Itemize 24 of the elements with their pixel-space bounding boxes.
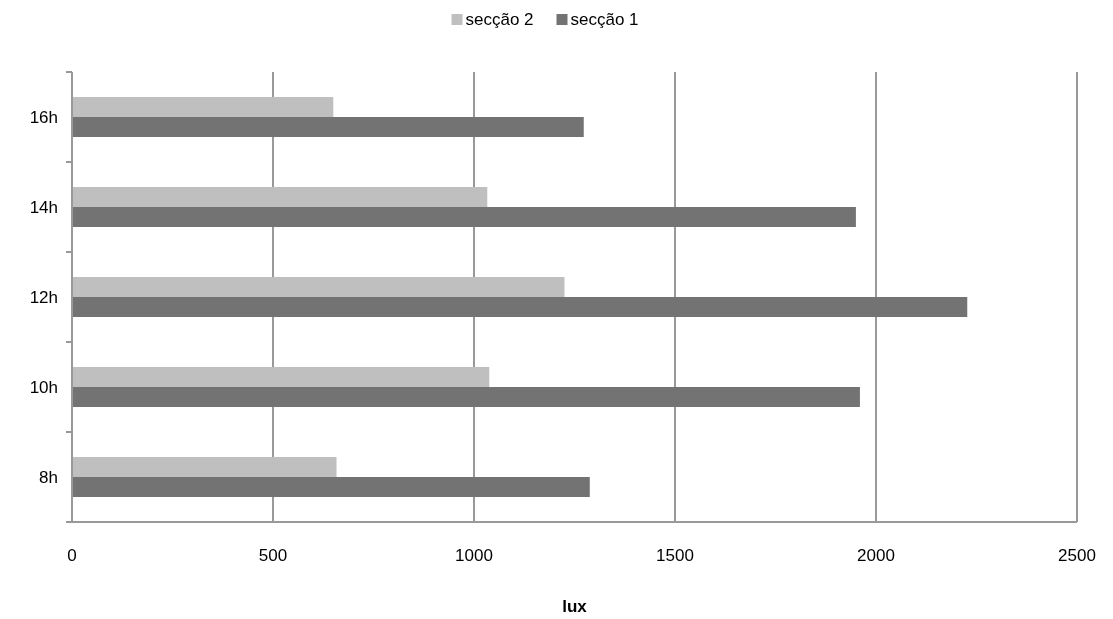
y-tick-label: 16h (29, 108, 58, 127)
y-tick-label: 14h (29, 198, 58, 217)
x-tick-label: 2500 (1058, 546, 1096, 565)
bar (72, 297, 968, 317)
bar (72, 187, 488, 207)
y-tick-label: 10h (29, 378, 58, 397)
bar (72, 457, 337, 477)
x-tick-label: 0 (67, 546, 77, 565)
x-axis-title: lux (562, 597, 588, 616)
bar (72, 367, 490, 387)
bar (72, 477, 590, 497)
x-tick-label: 500 (258, 546, 288, 565)
y-tick-label: 8h (39, 468, 58, 487)
legend-label: secção 1 (570, 10, 639, 29)
x-tick-label: 1000 (455, 546, 493, 565)
bar (72, 277, 565, 297)
x-tick-label: 1500 (656, 546, 694, 565)
bar (72, 387, 860, 407)
bar (72, 97, 334, 117)
bar (72, 207, 856, 227)
bar (72, 117, 584, 137)
legend-label: secção 2 (465, 10, 534, 29)
x-tick-label: 2000 (857, 546, 895, 565)
y-tick-label: 12h (29, 288, 58, 307)
